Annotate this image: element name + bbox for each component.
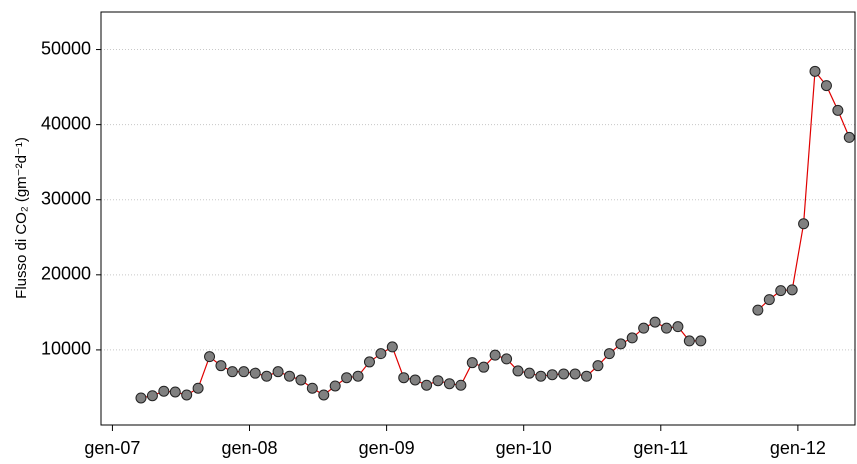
data-point [672,321,684,333]
data-point [455,379,467,391]
data-point [569,368,581,380]
y-tick-label: 20000 [41,264,91,284]
data-point [204,351,216,363]
data-point [501,353,513,365]
data-point [181,389,193,401]
data-point [683,335,695,347]
x-tick-label: gen-08 [221,438,277,458]
data-point [752,304,764,316]
data-point [443,378,455,390]
data-point [386,341,398,353]
data-point [215,360,227,372]
data-point [661,322,672,334]
y-tick-label: 10000 [41,339,91,359]
data-point [375,348,387,360]
data-point [329,380,341,392]
data-point [820,80,832,92]
data-point [249,367,261,379]
data-point [192,382,204,394]
plot-frame [100,11,856,426]
data-point [261,370,273,382]
series-line [140,69,850,399]
data-point [603,348,615,360]
y-axis-title: Flusso di CO₂ (gm⁻²d⁻¹) [13,137,30,299]
data-point [512,365,524,377]
data-point [158,385,170,397]
y-tick-label: 50000 [41,38,91,58]
data-point [775,285,787,297]
data-point [615,338,627,350]
data-point [478,361,490,373]
data-point [798,218,810,230]
data-point [341,372,353,384]
data-point [592,360,604,372]
data-point [809,65,821,77]
data-point [306,382,318,394]
data-point [546,369,558,381]
data-point [272,366,284,378]
x-tick-label: gen-09 [359,438,415,458]
data-point [558,368,570,380]
data-point [318,389,330,401]
data-point [626,332,638,344]
data-point [466,357,478,369]
x-tick-label: gen-10 [496,438,552,458]
data-point [421,379,433,391]
data-point [146,390,158,402]
x-tick-label: gen-12 [770,438,826,458]
data-point [432,375,444,387]
data-point [638,322,650,334]
x-tick-label: gen-07 [84,438,140,458]
data-point [284,370,295,382]
data-point [295,374,307,386]
data-point [409,374,421,386]
data-point [238,366,250,378]
data-point [135,392,147,404]
data-point [352,370,364,382]
data-point [169,386,181,398]
data-point [489,349,501,361]
data-point [843,131,855,143]
data-point [649,316,661,328]
data-point [832,104,844,116]
data-point [695,335,707,347]
data-point [581,370,593,382]
data-point [523,367,535,379]
y-tick-label: 40000 [41,113,91,133]
data-point [786,284,798,296]
data-point [398,372,410,384]
y-tick-label: 30000 [41,188,91,208]
data-point [363,356,375,368]
x-tick-label: gen-11 [633,438,688,458]
data-point [535,370,547,382]
data-point [226,366,238,378]
data-point [763,294,775,306]
